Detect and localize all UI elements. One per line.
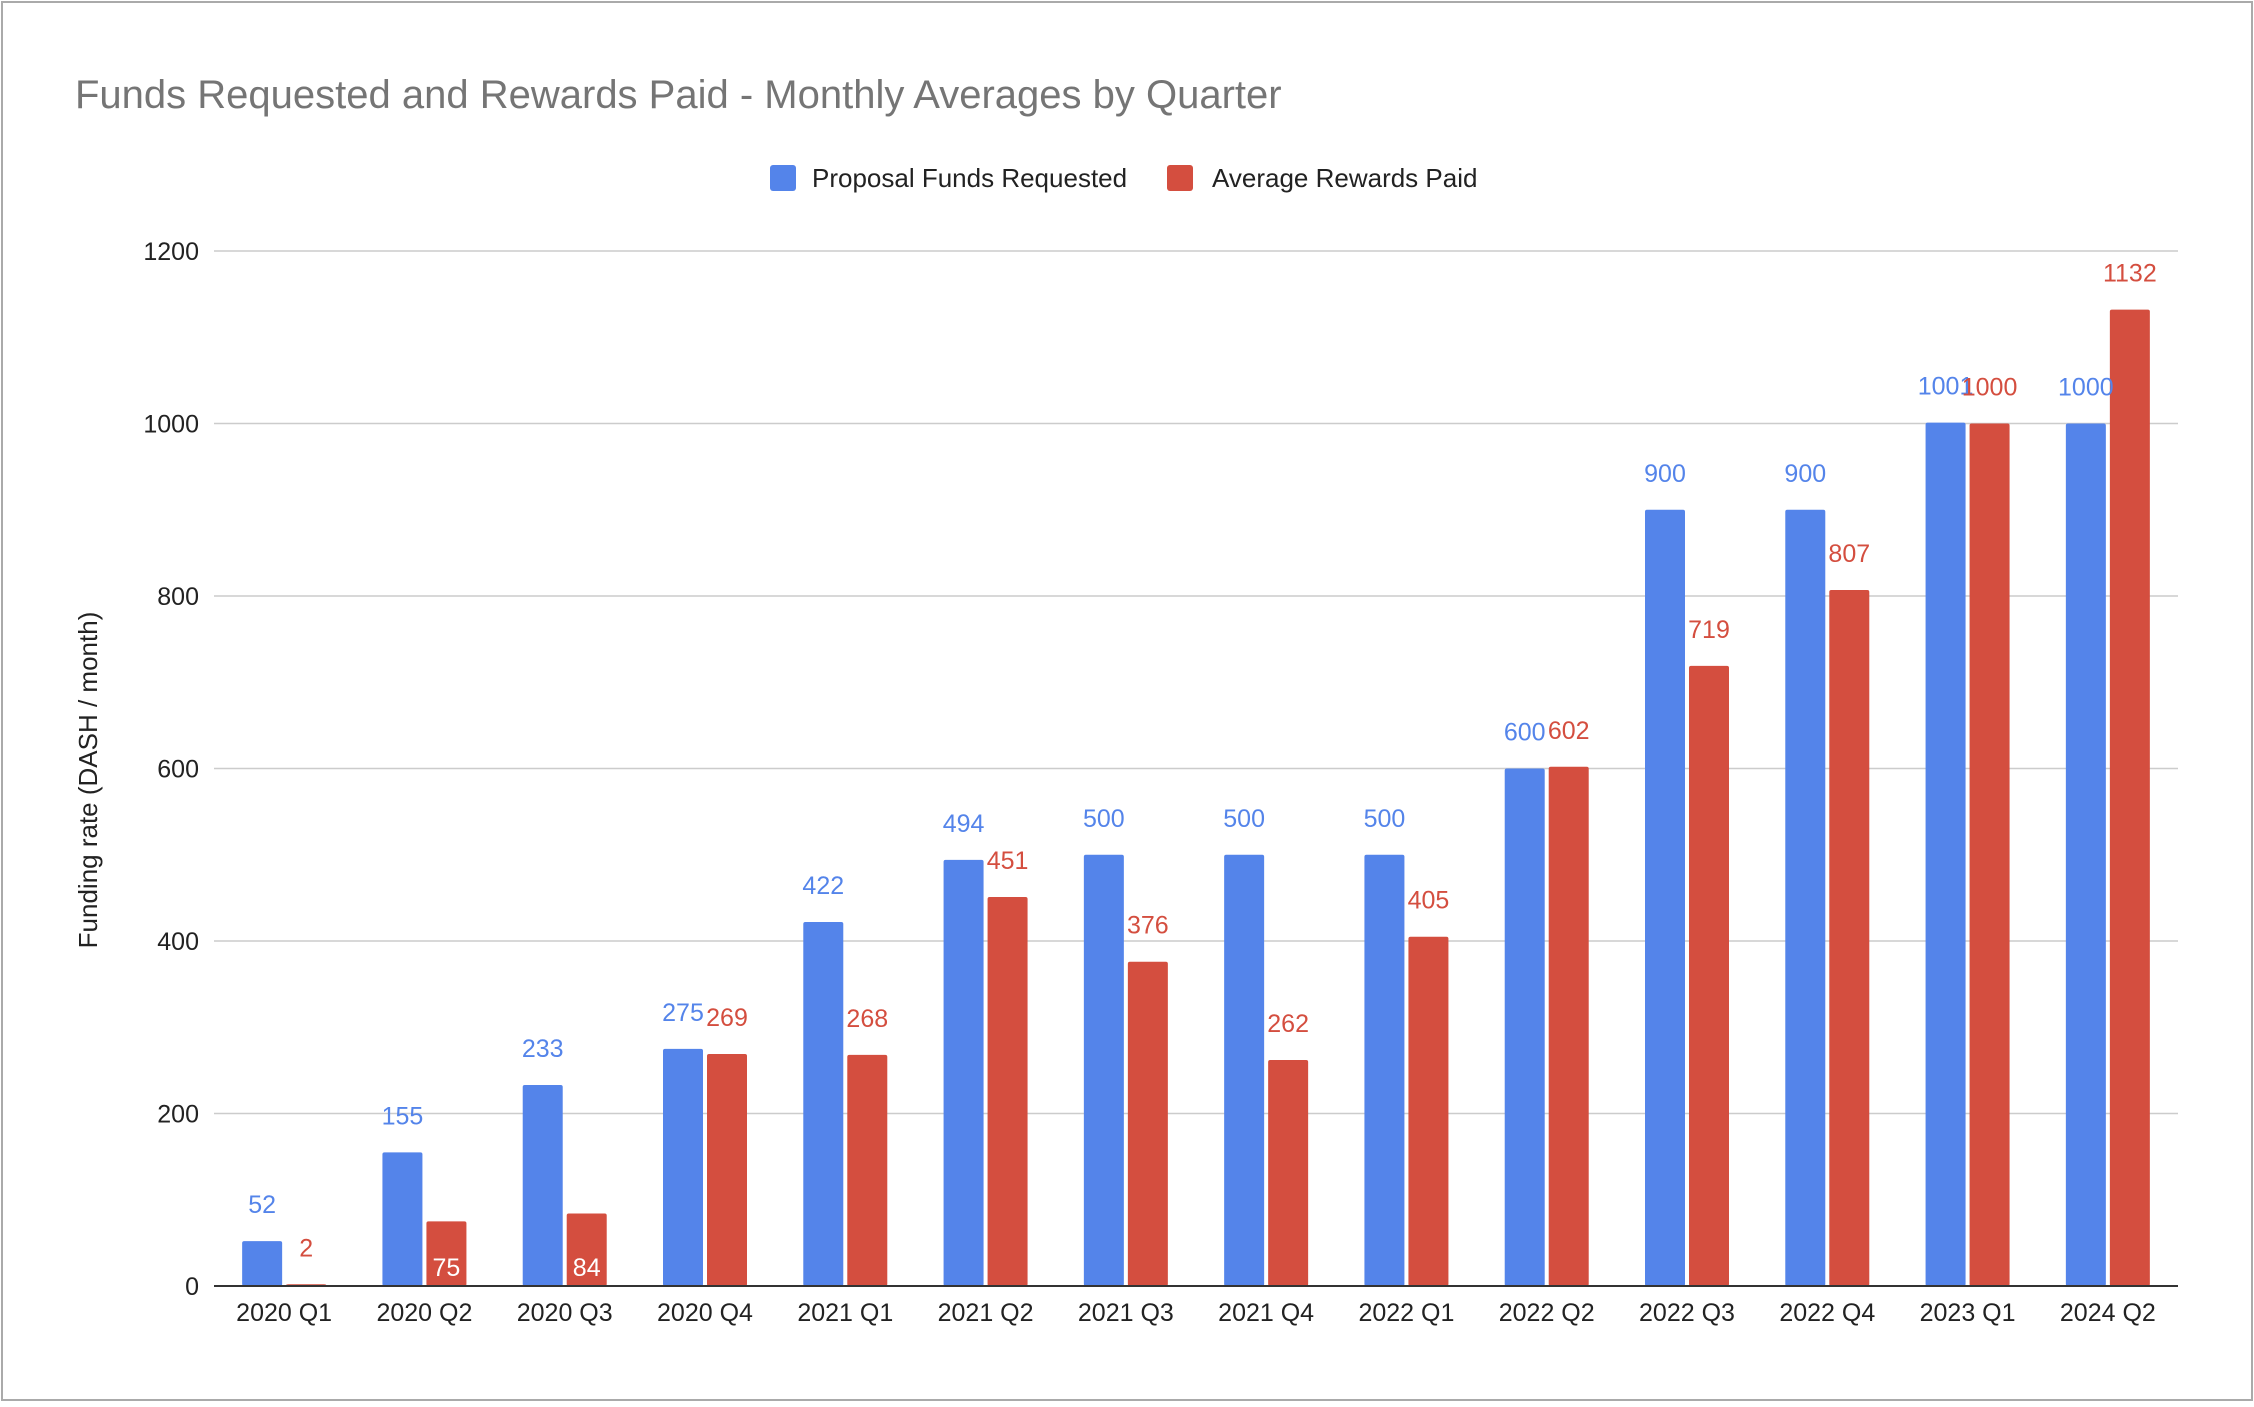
- y-tick-label: 1200: [143, 238, 199, 266]
- data-label-rewards: 376: [1127, 912, 1169, 940]
- bar-rewards: [1268, 1060, 1309, 1286]
- y-tick-label: 200: [157, 1101, 199, 1129]
- y-axis-title: Funding rate (DASH / month): [73, 612, 103, 949]
- bar-rewards: [2109, 309, 2150, 1286]
- x-tick-label: 2022 Q1: [1358, 1299, 1454, 1327]
- data-label-requested: 422: [802, 872, 844, 900]
- y-tick-label: 0: [185, 1273, 199, 1301]
- x-tick-label: 2024 Q2: [2060, 1299, 2156, 1327]
- data-label-rewards: 451: [987, 847, 1029, 875]
- x-tick-label: 2020 Q3: [517, 1299, 613, 1327]
- x-tick-label: 2021 Q2: [938, 1299, 1034, 1327]
- x-tick-label: 2022 Q2: [1499, 1299, 1595, 1327]
- data-label-rewards: 807: [1828, 540, 1870, 568]
- x-tick-label: 2023 Q1: [1920, 1299, 2016, 1327]
- data-label-rewards: 268: [846, 1005, 888, 1033]
- data-label-requested: 600: [1504, 719, 1546, 747]
- bar-requested: [242, 1241, 283, 1286]
- x-tick-label: 2022 Q3: [1639, 1299, 1735, 1327]
- bar-requested: [2065, 423, 2106, 1286]
- bar-rewards: [987, 897, 1028, 1286]
- data-label-requested: 900: [1644, 460, 1686, 488]
- bar-requested: [1364, 854, 1405, 1286]
- bar-rewards: [707, 1053, 747, 1286]
- bar-requested: [382, 1152, 423, 1286]
- data-label-rewards: 719: [1688, 616, 1730, 644]
- y-tick-label: 1000: [143, 411, 199, 439]
- bar-rewards: [426, 1221, 467, 1286]
- data-label-requested: 494: [943, 810, 985, 838]
- bar-requested: [803, 922, 844, 1286]
- bar-rewards: [847, 1054, 888, 1286]
- legend-label-rewards: Average Rewards Paid: [1212, 163, 1477, 193]
- x-tick-label: 2020 Q2: [376, 1299, 472, 1327]
- x-tick-label: 2021 Q4: [1218, 1299, 1314, 1327]
- bar-rewards: [1969, 423, 2010, 1286]
- legend-swatch-requested: [770, 165, 796, 191]
- legend: Proposal Funds Requested Average Rewards…: [770, 163, 1477, 193]
- data-label-rewards: 1000: [1962, 374, 2018, 402]
- x-tick-label: 2021 Q3: [1078, 1299, 1174, 1327]
- y-tick-label: 800: [157, 583, 199, 611]
- y-tick-label: 400: [157, 928, 199, 956]
- data-label-requested: 500: [1083, 805, 1125, 833]
- y-tick-label: 600: [157, 756, 199, 784]
- data-label-rewards: 75: [433, 1254, 461, 1282]
- data-label-rewards: 405: [1408, 887, 1450, 915]
- data-label-requested: 500: [1223, 805, 1265, 833]
- bar-requested: [522, 1085, 563, 1286]
- bar-rewards: [1127, 961, 1168, 1286]
- bar-rewards: [1408, 936, 1449, 1286]
- bar-rewards: [1548, 766, 1589, 1286]
- data-label-requested: 52: [248, 1191, 276, 1219]
- data-label-rewards: 2: [299, 1234, 313, 1262]
- bar-rewards: [1829, 589, 1870, 1286]
- bar-rewards: [1689, 665, 1729, 1286]
- bar-requested: [943, 859, 984, 1286]
- legend-swatch-rewards: [1167, 165, 1193, 191]
- data-label-requested: 500: [1364, 805, 1406, 833]
- bar-rewards: [566, 1213, 607, 1286]
- data-label-rewards: 269: [706, 1004, 748, 1032]
- data-label-requested: 275: [662, 999, 704, 1027]
- legend-label-requested: Proposal Funds Requested: [812, 163, 1127, 193]
- bar-requested: [1504, 768, 1545, 1286]
- data-label-requested: 1001: [1918, 373, 1974, 401]
- data-label-rewards: 602: [1548, 717, 1590, 745]
- bar-requested: [663, 1048, 703, 1286]
- bar-requested: [1645, 509, 1685, 1286]
- x-tick-label: 2022 Q4: [1779, 1299, 1875, 1327]
- bar-requested: [1224, 854, 1265, 1286]
- data-label-requested: 233: [522, 1035, 564, 1063]
- bar-requested: [1785, 509, 1826, 1286]
- y-axis-ticks: 0 200 400 600 800 1000 1200: [143, 238, 199, 1301]
- x-tick-label: 2021 Q1: [797, 1299, 893, 1327]
- data-label-rewards: 84: [573, 1254, 601, 1282]
- bar-requested: [1925, 422, 1966, 1286]
- bars: [242, 309, 2150, 1286]
- data-label-requested: 900: [1784, 460, 1826, 488]
- data-label-rewards: 1132: [2103, 260, 2157, 288]
- chart-title: Funds Requested and Rewards Paid - Month…: [75, 73, 1282, 117]
- data-label-requested: 155: [382, 1102, 424, 1130]
- bar-requested: [1083, 854, 1124, 1286]
- x-tick-label: 2020 Q4: [657, 1299, 753, 1327]
- x-tick-label: 2020 Q1: [236, 1299, 332, 1327]
- data-label-rewards: 262: [1267, 1010, 1309, 1038]
- data-label-requested: 1000: [2058, 374, 2114, 402]
- x-axis-ticks: 2020 Q1 2020 Q2 2020 Q3 2020 Q4 2021 Q1 2021 …: [236, 1299, 2156, 1327]
